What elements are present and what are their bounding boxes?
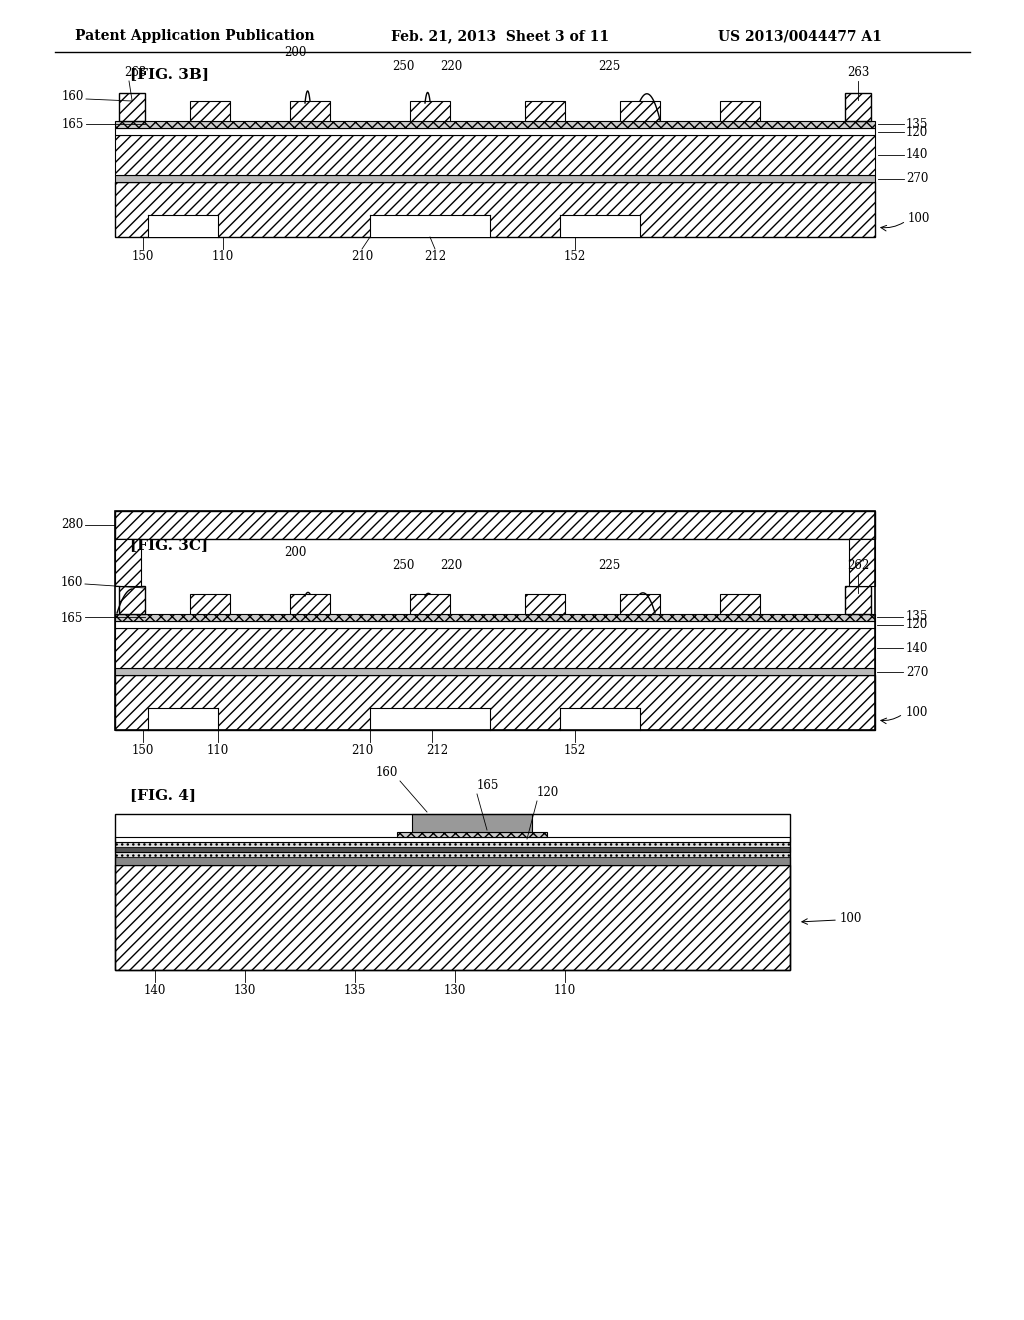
Text: 110: 110 <box>554 983 577 997</box>
Text: 110: 110 <box>207 743 229 756</box>
Bar <box>115 511 874 730</box>
Bar <box>525 594 565 614</box>
Text: [FIG. 4]: [FIG. 4] <box>130 788 196 803</box>
Text: 150: 150 <box>132 251 155 264</box>
Text: 270: 270 <box>906 173 929 186</box>
Bar <box>115 857 790 865</box>
Bar <box>410 102 450 121</box>
Bar <box>119 92 145 121</box>
Bar <box>115 511 874 539</box>
Text: 130: 130 <box>443 983 466 997</box>
Bar <box>370 215 490 238</box>
Text: 130: 130 <box>233 983 256 997</box>
Text: 100: 100 <box>906 705 929 718</box>
Text: 165: 165 <box>61 119 84 132</box>
Text: 120: 120 <box>906 619 928 631</box>
Bar <box>115 675 874 730</box>
Text: 135: 135 <box>906 117 929 131</box>
Text: 152: 152 <box>564 743 586 756</box>
Bar <box>370 708 490 730</box>
Bar <box>115 668 874 675</box>
Text: 140: 140 <box>143 983 166 997</box>
Text: 210: 210 <box>351 743 373 756</box>
Text: 225: 225 <box>598 558 620 572</box>
Text: 212: 212 <box>424 251 446 264</box>
Bar <box>148 708 218 730</box>
Bar <box>412 814 532 832</box>
Text: 220: 220 <box>440 558 462 572</box>
Text: 160: 160 <box>60 576 83 589</box>
Text: 263: 263 <box>847 66 869 79</box>
Bar <box>397 832 547 837</box>
Bar <box>148 215 218 238</box>
Text: 263: 263 <box>124 66 146 79</box>
Bar <box>620 102 660 121</box>
Bar <box>115 814 790 970</box>
Text: 200: 200 <box>284 46 306 59</box>
Bar <box>115 620 874 628</box>
Bar <box>845 586 871 614</box>
Bar <box>560 215 640 238</box>
Bar <box>525 102 565 121</box>
Text: 225: 225 <box>598 59 620 73</box>
Text: 135: 135 <box>906 610 929 623</box>
Text: 152: 152 <box>564 251 586 264</box>
Text: 140: 140 <box>906 149 929 161</box>
Text: 165: 165 <box>477 779 500 792</box>
Text: 160: 160 <box>61 91 84 103</box>
Bar <box>290 102 330 121</box>
Text: 165: 165 <box>60 611 83 624</box>
Bar <box>849 539 874 586</box>
Text: 110: 110 <box>212 251 234 264</box>
Text: 120: 120 <box>906 125 928 139</box>
Bar <box>190 102 230 121</box>
Text: 200: 200 <box>284 546 306 558</box>
Bar <box>115 842 790 847</box>
Bar <box>115 539 141 586</box>
Text: Feb. 21, 2013  Sheet 3 of 11: Feb. 21, 2013 Sheet 3 of 11 <box>391 29 609 44</box>
Text: Patent Application Publication: Patent Application Publication <box>75 29 314 44</box>
Text: 280: 280 <box>60 519 83 532</box>
Bar <box>560 708 640 730</box>
Bar <box>119 586 145 614</box>
Text: 160: 160 <box>376 766 398 779</box>
Text: 250: 250 <box>392 59 415 73</box>
Bar <box>115 865 790 970</box>
Bar <box>115 182 874 238</box>
Text: [FIG. 3C]: [FIG. 3C] <box>130 539 208 552</box>
Text: 210: 210 <box>351 251 373 264</box>
Bar <box>845 92 871 121</box>
Bar <box>115 121 874 128</box>
Bar <box>115 628 874 668</box>
Bar <box>115 614 874 620</box>
Bar <box>410 594 450 614</box>
Bar <box>115 128 874 135</box>
Text: 250: 250 <box>392 558 415 572</box>
Text: 140: 140 <box>906 642 929 655</box>
Bar <box>190 594 230 614</box>
Bar <box>115 851 790 857</box>
Bar <box>115 176 874 182</box>
Bar <box>115 135 874 176</box>
Text: 150: 150 <box>132 743 155 756</box>
Bar <box>720 102 760 121</box>
Text: 135: 135 <box>344 983 367 997</box>
Text: 120: 120 <box>537 785 559 799</box>
Text: 220: 220 <box>440 59 462 73</box>
Text: [FIG. 3B]: [FIG. 3B] <box>130 67 209 81</box>
Bar <box>115 847 790 851</box>
Text: 100: 100 <box>840 912 862 924</box>
Text: 262: 262 <box>847 558 869 572</box>
Bar <box>720 594 760 614</box>
Text: 270: 270 <box>906 665 929 678</box>
Text: 212: 212 <box>426 743 449 756</box>
Bar <box>620 594 660 614</box>
Text: 100: 100 <box>908 213 931 226</box>
Text: US 2013/0044477 A1: US 2013/0044477 A1 <box>718 29 882 44</box>
Bar <box>115 837 790 842</box>
Bar <box>290 594 330 614</box>
